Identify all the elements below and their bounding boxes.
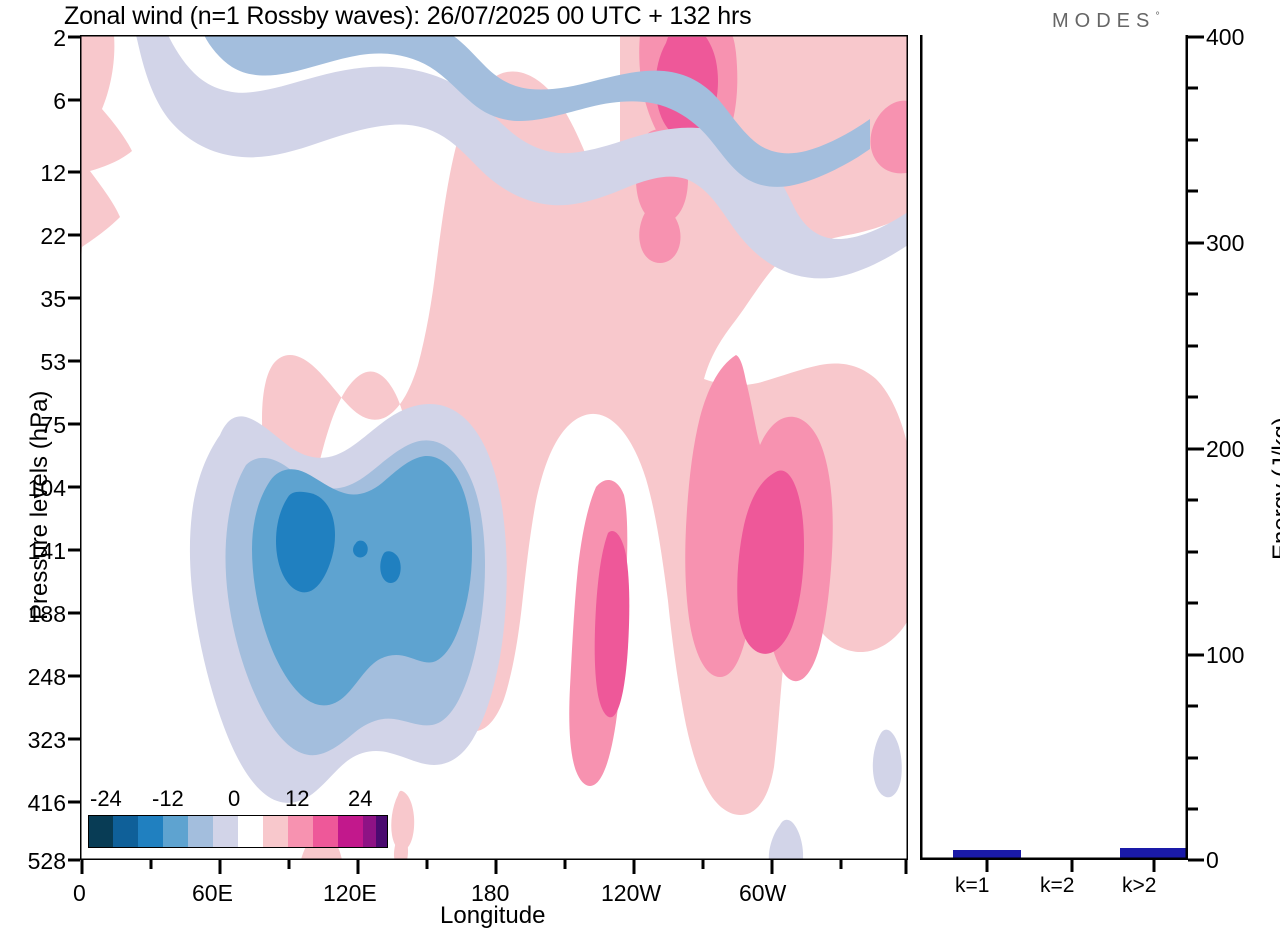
contour-plot-panel xyxy=(80,35,908,860)
energy-tick-label-400: 400 xyxy=(1206,24,1245,50)
energy-axis-label: Energy (J/kg) xyxy=(1268,417,1280,560)
longitude-axis xyxy=(80,860,908,880)
colorbar-band-5 xyxy=(213,815,238,848)
page-title: Zonal wind (n=1 Rossby waves): 26/07/202… xyxy=(64,2,752,30)
contour-band-neg-16-speck2 xyxy=(380,551,401,584)
colorbar-tick-label-0: -24 xyxy=(90,786,122,811)
contour-band-pos-4 xyxy=(80,35,132,310)
colorbar-tick-label-4: 24 xyxy=(348,786,373,811)
pressure-tick-label-6: 75 xyxy=(40,412,66,438)
colorbar-band-8 xyxy=(288,815,313,848)
colorbar-band-10 xyxy=(338,815,363,848)
contour-band-pos-8-upper-right xyxy=(870,100,908,174)
contour-band-neg-4-extend xyxy=(136,35,908,256)
contour-band-neg-8-hole xyxy=(371,69,428,122)
colorbar-band-group xyxy=(88,815,388,848)
contour-band-neg-16-speck1 xyxy=(353,540,368,558)
modes-logo-text: MODES xyxy=(1052,10,1156,32)
pressure-tick-label-2: 12 xyxy=(40,160,66,186)
longitude-tick-label-5: 60W xyxy=(739,880,787,906)
contour-band-neg-16-core xyxy=(276,491,335,593)
energy-bar-k1 xyxy=(953,850,1021,860)
contour-band-neg-4-speck-bottom xyxy=(768,819,804,860)
pressure-tick-label-1: 6 xyxy=(53,88,66,114)
zonal-wind-contour-field xyxy=(80,35,908,860)
pressure-tick-label-13: 528 xyxy=(27,848,66,874)
pressure-tick-label-10: 248 xyxy=(27,664,66,690)
pressure-tick-label-12: 416 xyxy=(27,790,66,816)
energy-bar-label-k1: k=1 xyxy=(955,874,990,897)
pressure-tick-label-3: 22 xyxy=(40,223,66,249)
pressure-tick-label-5: 53 xyxy=(40,349,66,375)
colorbar xyxy=(88,815,388,848)
longitude-tick-label-3: 180 xyxy=(471,880,510,906)
longitude-axis-label: Longitude xyxy=(440,902,546,929)
longitude-tick-label-4: 120W xyxy=(601,880,662,906)
energy-axis-k-ticks xyxy=(920,860,1188,874)
energy-bar-label-kgt2: k>2 xyxy=(1122,874,1157,897)
energy-tick-label-100: 100 xyxy=(1206,642,1245,668)
longitude-tick-label-2: 120E xyxy=(323,880,377,906)
colorbar-band-6 xyxy=(238,815,263,848)
colorbar-band-9 xyxy=(313,815,338,848)
energy-tick-label-200: 200 xyxy=(1206,436,1245,462)
pressure-tick-label-11: 323 xyxy=(27,727,66,753)
colorbar-band-2 xyxy=(138,815,163,848)
colorbar-band-1 xyxy=(113,815,138,848)
pressure-tick-label-7: 104 xyxy=(27,475,66,501)
colorbar-band-0 xyxy=(88,815,113,848)
contour-band-neg-4-speck-right xyxy=(872,729,902,798)
pressure-tick-label-8: 141 xyxy=(27,538,66,564)
contour-band-pos-12-east xyxy=(737,470,804,654)
pressure-tick-label-0: 2 xyxy=(53,25,66,51)
colorbar-band-7 xyxy=(263,815,288,848)
energy-bar-panel xyxy=(920,35,1188,860)
modes-logo-mark: ° xyxy=(1155,10,1160,23)
longitude-axis-ticks xyxy=(80,860,908,874)
energy-bar-label-k2: k=2 xyxy=(1040,874,1075,897)
pressure-tick-label-4: 35 xyxy=(40,286,66,312)
pressure-axis-label: Pressure levels (hPa) xyxy=(26,390,53,620)
pressure-axis: 2 6 12 22 35 53 75 104 141 188 248 323 4… xyxy=(0,0,80,930)
pressure-axis-ticks xyxy=(68,35,80,862)
colorbar-band-11 xyxy=(363,815,376,848)
pressure-tick-label-9: 188 xyxy=(27,601,66,627)
modes-logo: MODES° xyxy=(1052,10,1160,33)
colorbar-swatches xyxy=(88,815,388,848)
colorbar-tick-label-3: 12 xyxy=(285,786,310,811)
colorbar-tick-label-1: -12 xyxy=(152,786,184,811)
energy-bar-kgt2 xyxy=(1120,848,1188,860)
colorbar-band-12 xyxy=(376,815,388,848)
energy-axis: 400 300 200 100 0 xyxy=(1188,0,1280,930)
colorbar-band-4 xyxy=(188,815,213,848)
contour-band-pos-4-speck-cb xyxy=(391,790,415,851)
energy-tick-label-300: 300 xyxy=(1206,230,1245,256)
colorbar-tick-label-2: 0 xyxy=(228,786,241,811)
energy-tick-label-0: 0 xyxy=(1206,847,1219,873)
contour-band-pos-12-west xyxy=(594,531,630,718)
contour-band-neg-8-top xyxy=(204,35,870,187)
contour-band-pos-8-lobe2 xyxy=(639,205,681,263)
energy-axis-ticks xyxy=(1188,35,1204,862)
longitude-tick-label-1: 60E xyxy=(192,880,233,906)
longitude-tick-label-0: 0 xyxy=(73,880,86,906)
energy-bar-chart xyxy=(920,35,1188,860)
colorbar-band-3 xyxy=(163,815,188,848)
